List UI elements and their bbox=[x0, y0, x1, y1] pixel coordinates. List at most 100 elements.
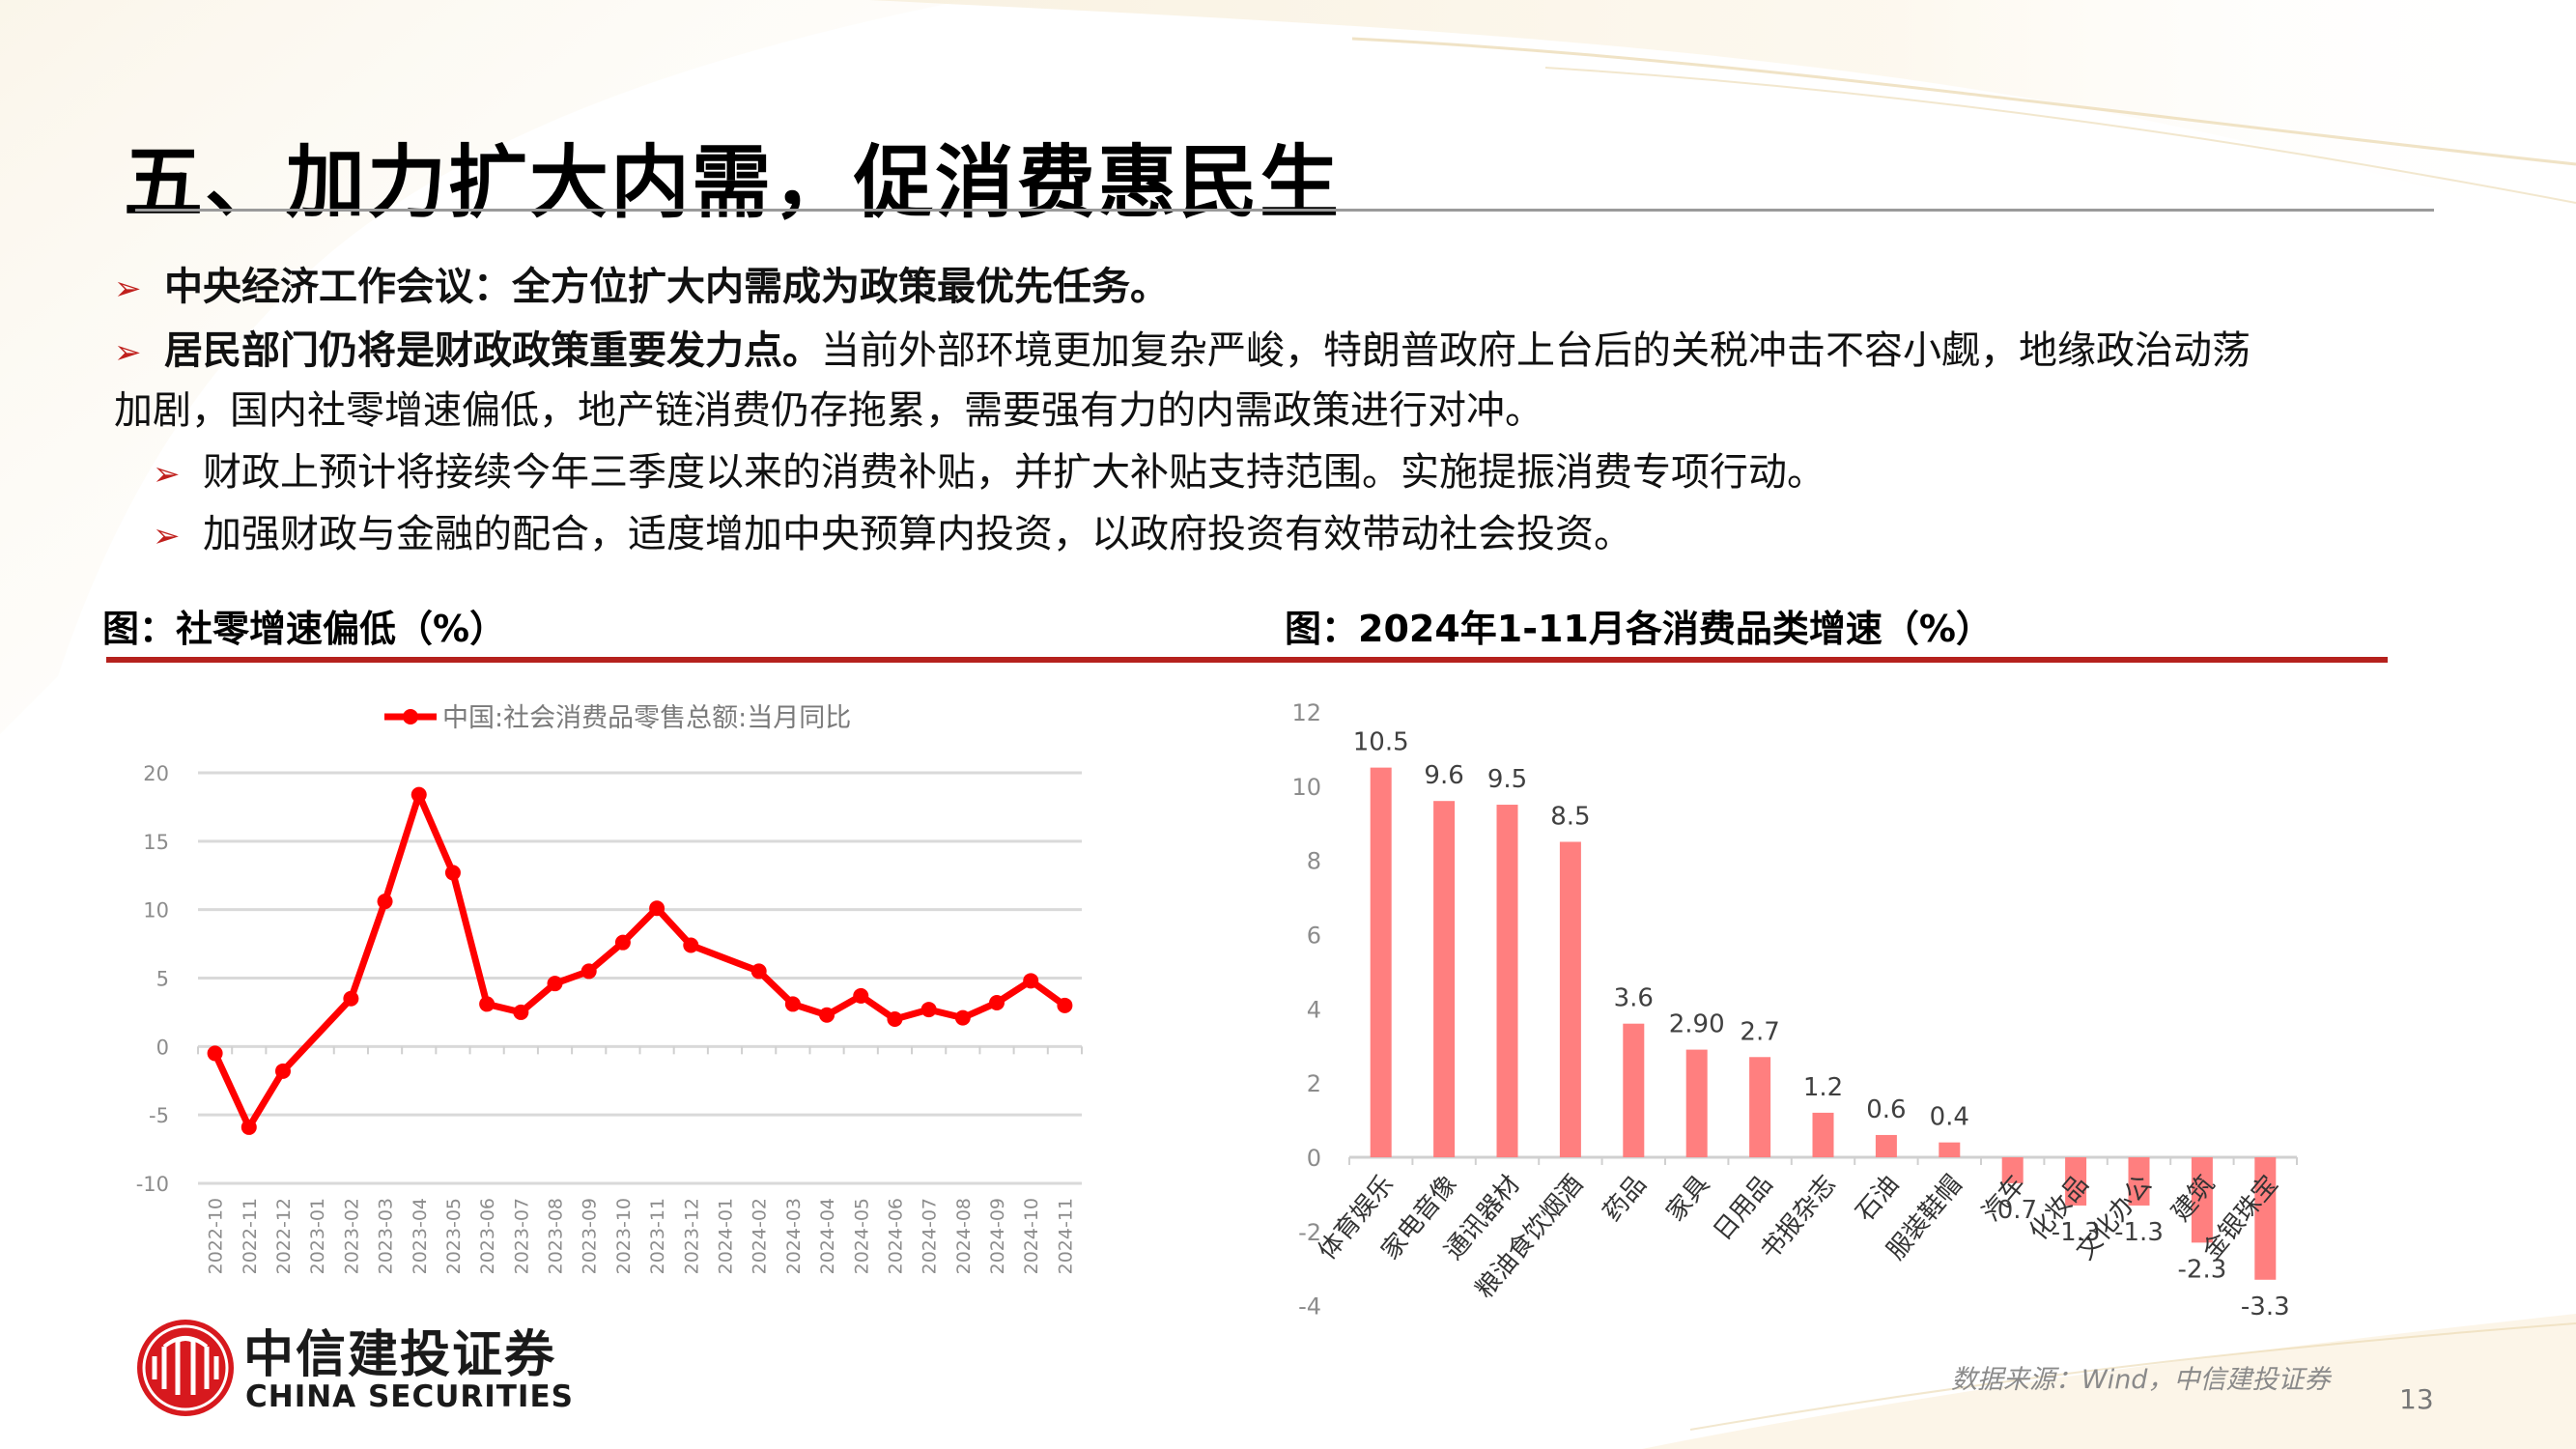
page-number: 13 bbox=[2399, 1383, 2434, 1415]
data-point bbox=[683, 937, 699, 953]
category-label: 药品 bbox=[1598, 1170, 1652, 1227]
data-point bbox=[614, 934, 631, 951]
data-point bbox=[513, 1004, 529, 1020]
chart-section-divider bbox=[106, 657, 2388, 663]
bar-value-label: 9.6 bbox=[1424, 761, 1463, 790]
bar bbox=[2191, 1157, 2213, 1243]
bar-value-label: -2.3 bbox=[2178, 1255, 2227, 1284]
category-label: 家具 bbox=[1661, 1170, 1715, 1227]
data-point bbox=[377, 894, 393, 910]
bar bbox=[1939, 1142, 1961, 1157]
arrowhead-icon: ➢ bbox=[114, 270, 142, 308]
data-source: 数据来源：Wind，中信建投证券 bbox=[1951, 1365, 2331, 1395]
citic-logo-icon bbox=[137, 1320, 234, 1416]
sub-bullet-2: ➢ 加强财政与金融的配合，适度增加中央预算内投资，以政府投资有效带动社会投资。 bbox=[153, 502, 1632, 558]
data-point bbox=[920, 1002, 937, 1018]
data-point bbox=[547, 976, 563, 992]
x-tick-label: 2024-06 bbox=[885, 1198, 906, 1274]
y-tick-label: 15 bbox=[143, 831, 169, 854]
data-point bbox=[241, 1119, 257, 1135]
y-tick-label: -2 bbox=[1298, 1219, 1321, 1246]
line-legend: 中国:社会消费品零售总额:当月同比 bbox=[384, 703, 851, 733]
bar bbox=[1749, 1057, 1771, 1157]
logo-chinese-name: 中信建投证券 bbox=[243, 1325, 557, 1384]
x-tick-label: 2024-02 bbox=[750, 1198, 771, 1274]
bullet-2-continuation: 加剧，国内社零增速偏低，地产链消费仍存拖累，需要强有力的内需政策进行对冲。 bbox=[114, 388, 1543, 433]
y-tick-label: 6 bbox=[1307, 923, 1321, 950]
bar-value-label: 9.5 bbox=[1487, 765, 1527, 794]
sub-bullet-2-text: 加强财政与金融的配合，适度增加中央预算内投资，以政府投资有效带动社会投资。 bbox=[203, 512, 1632, 556]
logo-english-name: CHINA SECURITIES bbox=[245, 1379, 574, 1414]
x-tick-label: 2023-05 bbox=[443, 1198, 465, 1274]
bullet-2-text: 当前外部环境更加复杂严峻，特朗普政府上台后的关税冲击不容小觑，地缘政治动荡 bbox=[821, 328, 2250, 373]
x-tick-label: 2023-03 bbox=[376, 1198, 397, 1274]
x-tick-label: 2023-08 bbox=[546, 1198, 567, 1274]
y-tick-label: 10 bbox=[143, 899, 169, 923]
bar bbox=[1370, 767, 1392, 1157]
bar-value-label: -0.7 bbox=[1988, 1196, 2037, 1225]
bullet-2-bold: 居民部门仍将是财政政策重要发力点。 bbox=[164, 328, 821, 373]
left-chart-title: 图：社零增速偏低（%） bbox=[102, 608, 507, 650]
bar-value-label: 2.90 bbox=[1669, 1010, 1725, 1039]
y-tick-label: 10 bbox=[1291, 774, 1321, 801]
y-tick-label: -5 bbox=[149, 1104, 169, 1127]
x-tick-label: 2023-11 bbox=[647, 1198, 668, 1274]
bar-value-label: 1.2 bbox=[1803, 1073, 1843, 1102]
category-label: 石油 bbox=[1851, 1170, 1905, 1227]
data-point bbox=[343, 990, 359, 1007]
x-tick-label: 2023-09 bbox=[580, 1198, 601, 1274]
x-tick-label: 2023-02 bbox=[341, 1198, 362, 1274]
data-point bbox=[479, 996, 495, 1012]
company-logo: 中信建投证券 CHINA SECURITIES bbox=[135, 1316, 573, 1422]
arrowhead-icon: ➢ bbox=[114, 333, 142, 372]
bar bbox=[1559, 841, 1581, 1157]
x-tick-label: 2023-07 bbox=[511, 1198, 532, 1274]
data-point bbox=[207, 1045, 223, 1062]
data-point bbox=[750, 963, 767, 980]
bar bbox=[2254, 1157, 2277, 1280]
bar bbox=[1812, 1112, 1834, 1157]
arrowhead-icon: ➢ bbox=[153, 455, 181, 494]
line-chart: 中国:社会消费品零售总额:当月同比 20 15 10 5 0 -5 -10 2022-10 202… bbox=[136, 703, 1083, 1274]
title-divider bbox=[135, 209, 2434, 212]
x-tick-label: 2024-01 bbox=[715, 1198, 736, 1274]
x-tick-label: 2022-11 bbox=[240, 1198, 261, 1274]
arrowhead-icon: ➢ bbox=[153, 517, 181, 555]
bar bbox=[1623, 1023, 1645, 1157]
data-point bbox=[954, 1009, 971, 1026]
bar-value-label: 3.6 bbox=[1614, 984, 1654, 1013]
data-point bbox=[649, 900, 665, 917]
bar-value-label: -1.3 bbox=[2052, 1218, 2101, 1247]
x-tick-label: 2023-04 bbox=[410, 1198, 431, 1274]
x-tick-label: 2023-10 bbox=[613, 1198, 635, 1274]
bar-value-label: 0.4 bbox=[1930, 1103, 1969, 1132]
x-tick-label: 2022-12 bbox=[273, 1198, 295, 1274]
bar bbox=[1685, 1049, 1708, 1157]
data-point bbox=[853, 987, 869, 1004]
slide-title: 五、加力扩大内需，促消费惠民生 bbox=[124, 137, 1342, 229]
x-tick-label: 2024-04 bbox=[817, 1198, 838, 1274]
bar-value-label: 0.6 bbox=[1866, 1095, 1906, 1124]
y-tick-label: 2 bbox=[1307, 1070, 1321, 1097]
bar-value-label: -1.3 bbox=[2114, 1218, 2164, 1247]
x-tick-label: 2023-01 bbox=[307, 1198, 328, 1274]
data-point bbox=[784, 996, 801, 1012]
svg-text:中国:社会消费品零售总额:当月同比: 中国:社会消费品零售总额:当月同比 bbox=[442, 703, 851, 733]
data-point bbox=[274, 1063, 291, 1079]
bar-value-label: 10.5 bbox=[1353, 728, 1409, 757]
x-tick-label: 2022-10 bbox=[206, 1198, 227, 1274]
bar-value-label: 8.5 bbox=[1550, 802, 1590, 831]
bar bbox=[1496, 805, 1518, 1157]
y-tick-label: 5 bbox=[156, 968, 169, 991]
y-tick-label: -4 bbox=[1298, 1293, 1321, 1321]
x-tick-label: 2024-08 bbox=[953, 1198, 975, 1274]
x-tick-label: 2024-10 bbox=[1021, 1198, 1042, 1274]
x-tick-label: 2024-11 bbox=[1055, 1198, 1076, 1274]
y-tick-label: -10 bbox=[136, 1173, 169, 1196]
bar-chart: 121086420-2-410.5体育娱乐9.6家电音像9.5通讯器材8.5粮油… bbox=[1291, 699, 2298, 1321]
data-point bbox=[580, 963, 597, 980]
x-tick-label: 2023-06 bbox=[477, 1198, 498, 1274]
data-point bbox=[819, 1007, 835, 1023]
x-tick-label: 2024-03 bbox=[783, 1198, 805, 1274]
sub-bullet-1: ➢ 财政上预计将接续今年三季度以来的消费补贴，并扩大补贴支持范围。实施提振消费专项… bbox=[153, 440, 1826, 497]
